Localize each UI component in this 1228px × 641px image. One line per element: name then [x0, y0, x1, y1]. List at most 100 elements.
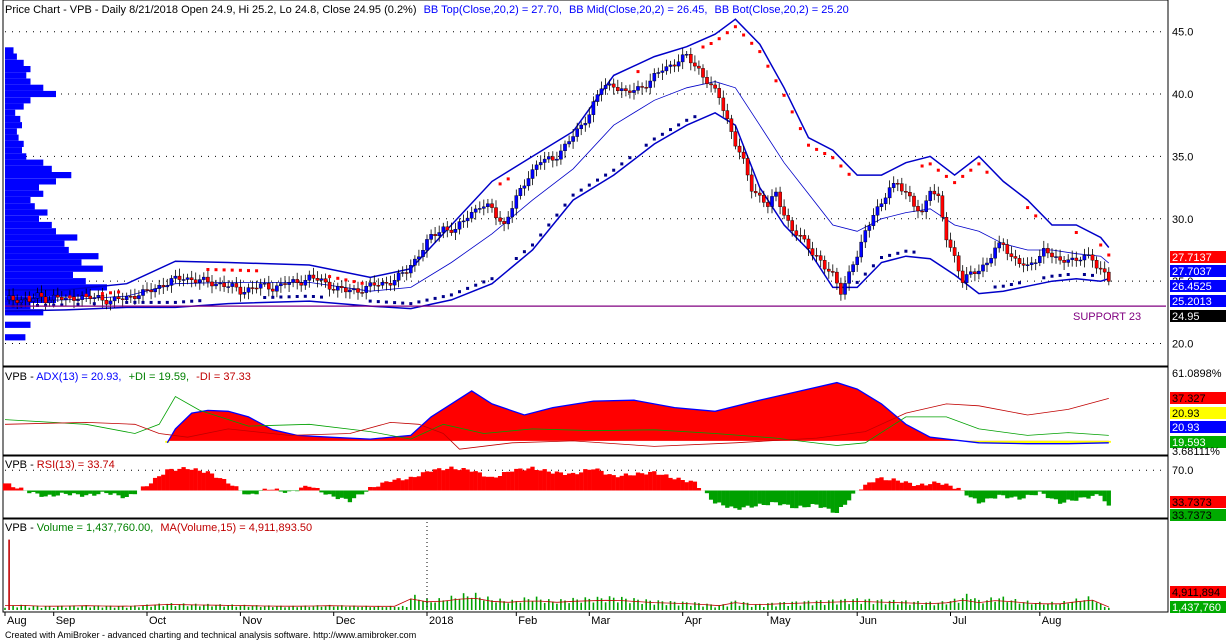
sar-dot: [669, 128, 672, 132]
volume-title-prefix: VPB -: [5, 522, 37, 534]
candle-body: [749, 174, 754, 192]
sar-dot: [1050, 274, 1054, 278]
sar-dot: [912, 250, 916, 254]
sar-dot: [1107, 253, 1111, 257]
price-y-tick-label: 35.0: [1172, 151, 1193, 163]
candle-body: [88, 295, 92, 299]
volume-profile-bar: [5, 234, 78, 241]
candle-body: [31, 298, 36, 302]
candle-body: [23, 298, 28, 301]
candle-body: [1021, 263, 1026, 266]
candle-body: [985, 262, 989, 266]
candle-body: [952, 247, 957, 256]
candle-body: [855, 256, 859, 265]
candle-body: [1033, 262, 1038, 264]
candle-body: [149, 289, 153, 293]
sar-dot: [1009, 283, 1013, 286]
x-tick-label: 2018: [429, 615, 453, 627]
candle-body: [352, 288, 356, 291]
sar-dot: [474, 283, 478, 287]
candle-body: [11, 295, 15, 301]
candle-body: [904, 190, 908, 193]
candle-body: [104, 300, 109, 305]
sar-dot: [571, 193, 575, 197]
candle-body: [262, 283, 267, 285]
sar-dot: [255, 269, 259, 273]
sar-dot: [279, 295, 283, 299]
adx-right-label-bg: [1170, 436, 1226, 448]
volume-profile-bar: [5, 97, 31, 104]
candle-body: [851, 264, 855, 273]
sar-dot: [1058, 273, 1062, 277]
candle-body: [530, 169, 535, 179]
candle-body: [721, 97, 726, 111]
candle-body: [595, 94, 600, 102]
sar-dot: [109, 291, 112, 295]
candle-body: [680, 54, 685, 63]
candle-body: [141, 289, 145, 296]
sar-dot: [100, 292, 104, 296]
candle-body: [798, 235, 803, 237]
candle-body: [307, 274, 312, 281]
sar-dot: [644, 143, 648, 147]
candle-body: [47, 299, 52, 304]
candle-body: [433, 234, 437, 237]
candle-body: [1017, 258, 1022, 264]
candle-body: [153, 288, 157, 293]
candle-body: [283, 283, 287, 285]
candle-body: [1082, 254, 1087, 261]
candle-body: [15, 299, 20, 303]
candle-body: [380, 282, 385, 286]
candle-body: [177, 275, 182, 280]
adx-axis-bottom-label: 3.68111%: [1172, 446, 1220, 458]
volume-profile-bar: [5, 215, 39, 222]
x-tick-label: Jul: [953, 615, 967, 627]
adx-title: VPB - ADX(13) = 20.93, +DI = 19.59, -DI …: [5, 371, 251, 383]
sar-dot: [506, 177, 510, 181]
adx-right-label-bg: [1170, 392, 1226, 404]
candle-body: [611, 83, 616, 88]
price-right-label: 24.95: [1172, 311, 1200, 323]
sar-dot: [1018, 281, 1021, 285]
volume-profile-bar: [5, 72, 27, 79]
candle-body: [567, 141, 571, 145]
mdi-value-label: -DI = 37.33: [196, 371, 251, 383]
bb-top-line: [5, 18, 1110, 291]
candle-body: [469, 212, 474, 219]
sar-dot: [547, 223, 551, 227]
volume-profile-bar: [5, 203, 35, 210]
sar-dot: [961, 174, 965, 178]
candle-body: [39, 292, 44, 298]
candle-body: [920, 210, 924, 213]
sar-dot: [222, 268, 226, 272]
candle-body: [490, 203, 494, 208]
rsi-value-label: RSI(13) = 33.74: [37, 459, 115, 471]
sar-dot: [433, 296, 437, 300]
sar-dot: [344, 278, 348, 282]
candle-body: [624, 88, 628, 91]
candle-body: [717, 88, 721, 99]
candle-body: [473, 208, 478, 213]
price-right-label-group: 24.95: [1170, 310, 1226, 323]
candle-body: [120, 298, 125, 300]
sar-dot: [522, 250, 526, 254]
sar-dot: [295, 295, 299, 298]
candle-body: [745, 158, 750, 176]
adx-right-label: 20.93: [1172, 422, 1200, 434]
candle-body: [603, 85, 608, 89]
sar-dot: [604, 173, 608, 177]
volume-profile-bar: [5, 334, 26, 341]
candle-body: [478, 208, 482, 210]
candle-body: [1013, 256, 1018, 259]
candle-body: [128, 296, 133, 298]
candle-body: [778, 191, 782, 207]
volume-profile-bar: [5, 309, 44, 316]
sar-dot: [393, 301, 397, 305]
volume-profile-bar: [5, 278, 86, 285]
bb-top-label: BB Top(Close,20,2) = 27.70,: [424, 4, 562, 16]
candle-body: [295, 279, 300, 283]
volume-profile-bar: [5, 197, 31, 204]
candle-body: [112, 296, 117, 302]
sar-dot: [539, 233, 543, 237]
rsi-right-label-bg: [1170, 509, 1226, 521]
